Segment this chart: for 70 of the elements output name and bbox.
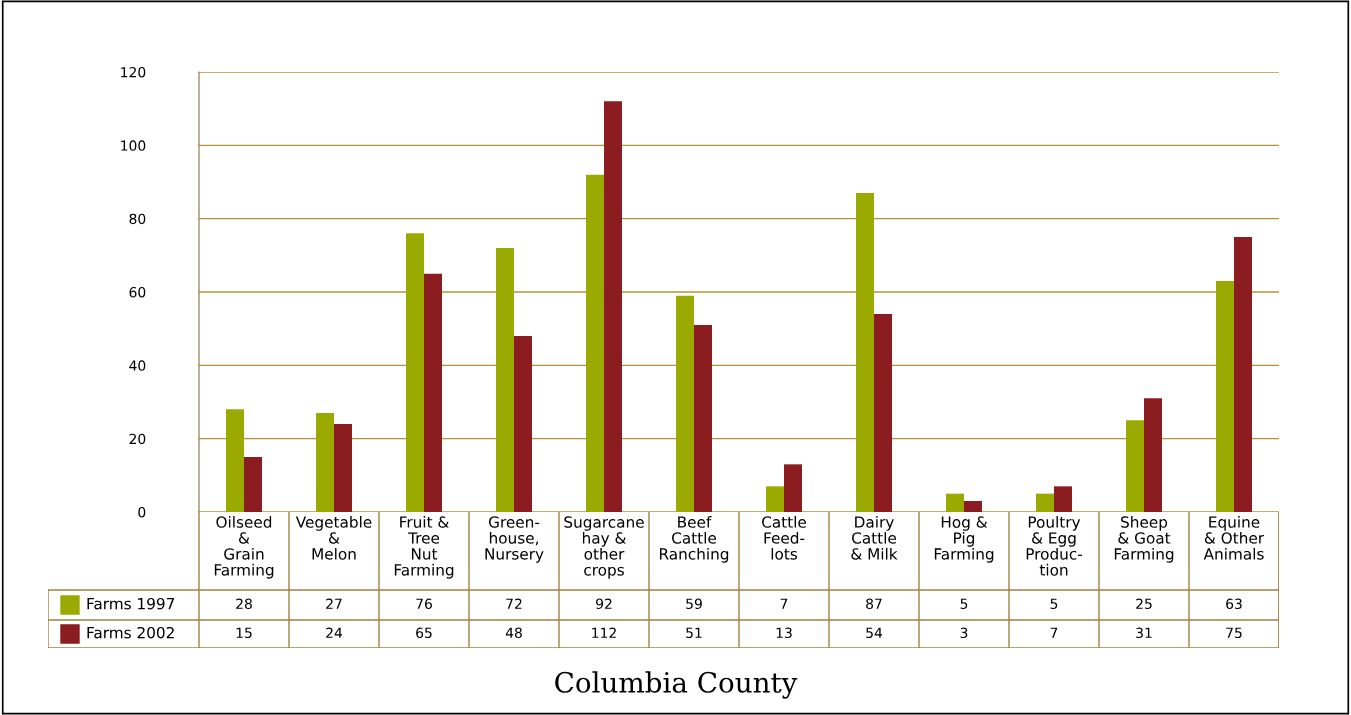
data-label: 15 [236,627,252,639]
bar [334,424,352,512]
bar [766,486,784,512]
data-label: 48 [505,627,522,639]
bar [1216,281,1234,512]
data-label: 92 [596,598,612,610]
bar [604,101,622,512]
data-label: 54 [866,627,883,639]
bar [226,409,244,512]
y-tick-label: 0 [138,506,146,518]
bar [676,295,694,512]
y-tick-label: 40 [129,360,146,371]
x-tick-label: Equine & Other Animals [1203,516,1265,560]
x-tick-label: Hog & Pig Farming [934,516,994,563]
bar [424,273,442,512]
y-tick-label: 120 [121,66,146,78]
data-label: 75 [1226,627,1242,639]
y-tick-label: 80 [129,213,146,225]
data-label: 63 [1226,598,1242,610]
bar [874,314,892,512]
data-label: 87 [866,598,882,610]
data-label: 112 [592,627,616,638]
bar [1126,420,1144,512]
bar [964,501,982,512]
bar [406,233,424,512]
data-label: 13 [776,627,792,639]
data-label: 25 [1136,598,1152,610]
data-label: 59 [686,598,702,610]
bar [244,457,262,512]
y-tick-label: 60 [129,286,146,298]
bar [316,413,334,512]
bar [586,174,604,512]
y-tick-label: 20 [129,433,146,445]
x-tick-label: Cattle Feed- lots [762,516,807,560]
data-label: 5 [1050,598,1058,610]
x-tick-label: Fruit & Tree Nut Farming [394,516,454,579]
x-tick-label: Vegetable & Melon [295,516,372,560]
bar [514,336,532,512]
y-tick-label: 100 [121,140,146,151]
data-label: 28 [236,598,252,610]
data-label: 3 [960,627,968,639]
bar [1234,237,1252,512]
data-label: 5 [960,598,968,610]
x-tick-label: Beef Cattle Ranching [659,516,729,563]
data-label: 65 [416,627,432,639]
x-tick-label: Sheep & Goat Farming [1114,516,1174,563]
data-label: 7 [780,598,788,609]
bar [784,464,802,512]
data-label: 76 [416,598,432,610]
data-label: 27 [326,598,342,609]
bar [856,193,874,512]
x-tick-label: Green- house, Nursery [485,516,544,563]
data-label: 7 [1050,627,1058,638]
legend-label: Farms 1997 [87,597,175,610]
bar [496,248,514,512]
bar [1036,493,1054,512]
bar [1054,486,1072,512]
bar [1144,398,1162,512]
text: Columbia County [555,671,798,699]
data-label: 72 [506,598,522,609]
x-tick-label: Oilseed & Grain Farming [214,516,274,579]
legend-label: Farms 2002 [87,626,174,639]
data-label: 31 [1136,627,1152,639]
data-label: 51 [686,627,702,639]
bar [694,325,712,512]
x-tick-label: Sugarcane hay & other crops [564,516,644,579]
x-tick-label: Dairy Cattle & Milk [851,516,898,560]
data-label: 24 [326,627,343,638]
x-tick-label: Poultry & Egg Produc- tion [1026,516,1083,576]
bar [946,493,964,512]
